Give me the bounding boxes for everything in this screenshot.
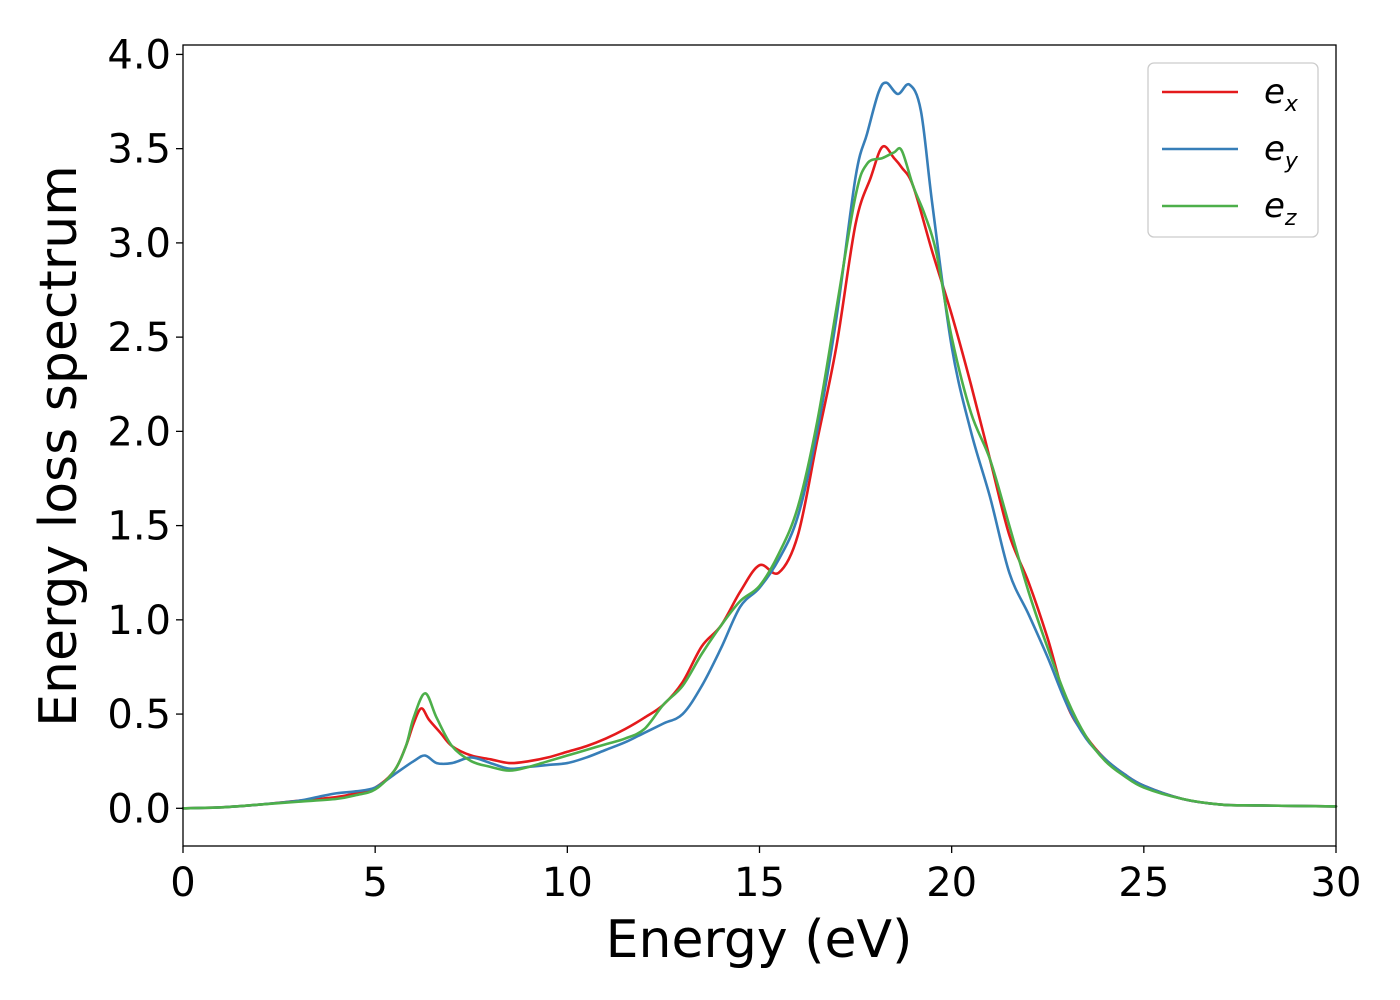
y-axis-label: Energy loss spectrum <box>29 165 89 727</box>
y-tick-label: 4.0 <box>107 32 171 78</box>
legend: ex ey ez <box>1147 62 1319 238</box>
y-tick-label: 2.0 <box>107 409 171 455</box>
y-tick-label: 3.5 <box>107 127 171 173</box>
x-tick-label: 20 <box>926 860 977 906</box>
y-tick-label: 0.5 <box>107 692 171 738</box>
y-tick-label: 3.0 <box>107 221 171 267</box>
x-axis-ticks: 0 5 10 15 20 25 30 <box>170 846 1361 906</box>
x-tick-label: 0 <box>170 860 195 906</box>
series-lines <box>181 81 1338 810</box>
series-line-e_z <box>181 146 1338 810</box>
series-line-e_y <box>181 81 1338 810</box>
y-tick-label: 0.0 <box>107 786 171 832</box>
legend-label-e_x: ex <box>1264 72 1299 117</box>
x-tick-label: 15 <box>734 860 785 906</box>
y-axis-ticks: 0.0 0.5 1.0 1.5 2.0 2.5 3.0 3.5 4.0 <box>107 32 183 832</box>
x-axis-label: Energy (eV) <box>606 910 913 970</box>
x-tick-label: 25 <box>1118 860 1169 906</box>
legend-label-e_y: ey <box>1264 129 1299 174</box>
x-tick-label: 5 <box>362 860 387 906</box>
x-tick-label: 30 <box>1311 860 1362 906</box>
y-tick-label: 2.5 <box>107 315 171 361</box>
y-tick-label: 1.0 <box>107 598 171 644</box>
legend-label-e_z: ez <box>1264 186 1297 231</box>
y-tick-label: 1.5 <box>107 504 171 550</box>
series-line-e_x <box>181 144 1338 810</box>
x-tick-label: 10 <box>542 860 593 906</box>
